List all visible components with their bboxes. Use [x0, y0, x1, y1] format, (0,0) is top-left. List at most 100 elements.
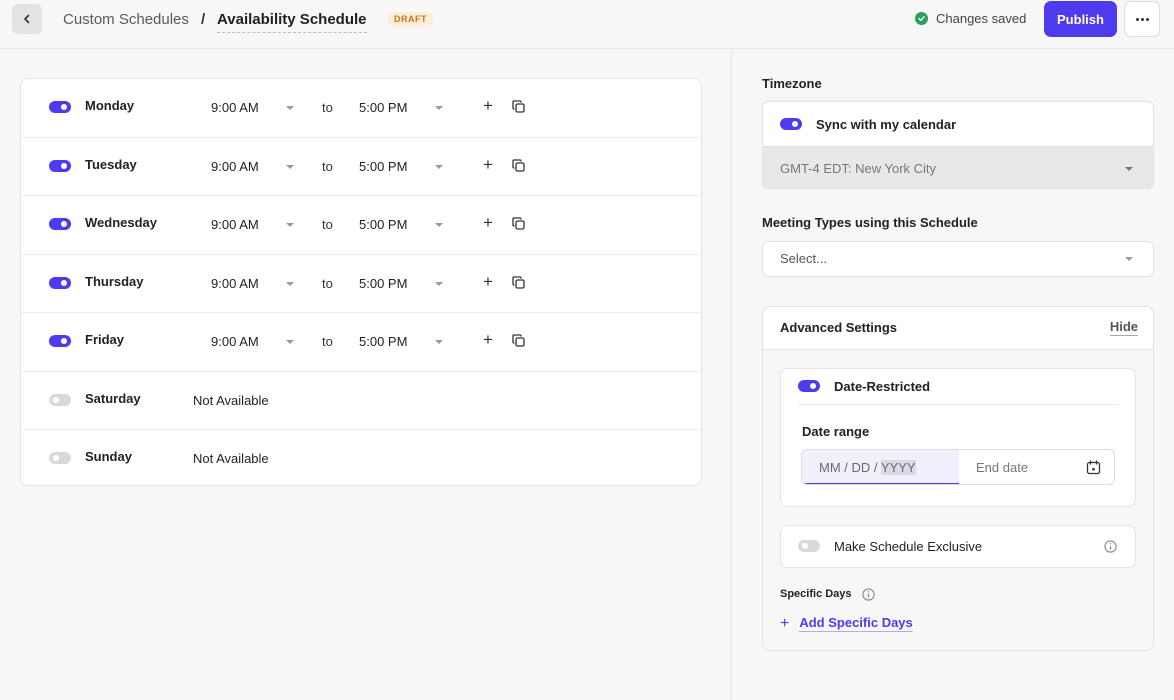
to-label: to	[322, 334, 333, 349]
exclusive-card: Make Schedule Exclusive	[780, 525, 1136, 568]
caret-down-icon[interactable]	[435, 223, 443, 227]
day-toggle-saturday[interactable]	[49, 393, 71, 406]
page-title[interactable]: Availability Schedule	[217, 11, 367, 33]
caret-down-icon[interactable]	[435, 164, 443, 169]
date-restricted-toggle[interactable]	[798, 380, 820, 392]
check-circle-icon	[915, 12, 928, 25]
add-interval-icon[interactable]: +	[483, 271, 493, 291]
start-time-select[interactable]: 9:00 AM	[211, 100, 259, 115]
save-status-text: Changes saved	[936, 11, 1027, 26]
info-icon[interactable]	[1104, 540, 1117, 553]
caret-down-icon[interactable]	[286, 164, 294, 169]
caret-down-icon[interactable]	[435, 281, 443, 286]
end-date-field[interactable]: End date	[976, 460, 1029, 475]
day-toggle-friday[interactable]	[49, 335, 71, 347]
day-row-saturday: Saturday Not Available	[21, 372, 701, 430]
info-icon[interactable]	[862, 588, 875, 601]
meeting-types-placeholder: Select...	[780, 251, 827, 266]
day-toggle-monday[interactable]	[49, 101, 71, 113]
not-available-label: Not Available	[193, 392, 269, 408]
add-interval-icon[interactable]: +	[483, 154, 493, 174]
advanced-settings-body: Date-Restricted Date range MM / DD / YYY…	[763, 350, 1153, 650]
day-toggle-thursday[interactable]	[49, 276, 71, 289]
end-time-select[interactable]: 5:00 PM	[359, 158, 408, 174]
exclusive-label: Make Schedule Exclusive	[834, 539, 983, 554]
copy-icon[interactable]	[512, 275, 525, 289]
add-interval-icon[interactable]: +	[483, 96, 493, 115]
sync-calendar-toggle[interactable]	[780, 118, 802, 130]
advanced-settings-title: Advanced Settings	[780, 320, 898, 335]
meeting-types-label: Meeting Types using this Schedule	[762, 215, 978, 230]
start-time-select[interactable]: 9:00 AM	[211, 275, 259, 291]
add-interval-icon[interactable]: +	[483, 330, 493, 349]
hide-advanced-button[interactable]: Hide	[1109, 319, 1138, 336]
day-row-sunday: Sunday Not Available	[21, 430, 701, 489]
day-row-wednesday: Wednesday 9:00 AM to 5:00 PM +	[21, 196, 701, 255]
to-label: to	[322, 158, 333, 174]
to-label: to	[322, 275, 333, 291]
divider	[798, 404, 1118, 405]
to-label: to	[322, 217, 333, 232]
day-row-friday: Friday 9:00 AM to 5:00 PM +	[21, 313, 701, 372]
copy-icon[interactable]	[512, 100, 525, 113]
sync-calendar-label: Sync with my calendar	[816, 117, 957, 132]
start-date-placeholder: MM / DD / YYYY	[819, 460, 916, 475]
day-row-monday: Monday 9:00 AM to 5:00 PM +	[21, 79, 701, 138]
weekly-hours-card: Monday 9:00 AM to 5:00 PM + Tuesday 9:00…	[20, 78, 702, 486]
day-toggle-sunday[interactable]	[49, 452, 71, 464]
timezone-value: GMT-4 EDT: New York City	[780, 161, 937, 176]
end-time-select[interactable]: 5:00 PM	[359, 217, 408, 232]
caret-down-icon[interactable]	[286, 281, 294, 286]
advanced-settings-card: Advanced Settings Hide Date-Restricted D…	[762, 306, 1154, 651]
day-row-tuesday: Tuesday 9:00 AM to 5:00 PM +	[21, 138, 701, 196]
more-dots-icon	[1135, 17, 1139, 21]
end-time-select[interactable]: 5:00 PM	[359, 275, 408, 291]
day-name: Sunday	[85, 449, 132, 464]
start-time-select[interactable]: 9:00 AM	[211, 217, 259, 232]
status-badge: DRAFT	[387, 12, 434, 27]
more-options-button[interactable]	[1124, 1, 1160, 37]
add-interval-icon[interactable]: +	[483, 213, 493, 232]
publish-button[interactable]: Publish	[1044, 1, 1117, 37]
specific-days-label: Specific Days	[780, 588, 852, 600]
day-row-thursday: Thursday 9:00 AM to 5:00 PM +	[21, 255, 701, 313]
start-date-field[interactable]: MM / DD / YYYY	[802, 450, 959, 484]
timezone-label: Timezone	[762, 76, 822, 91]
save-status: Changes saved	[915, 11, 1026, 26]
settings-panel: Timezone Sync with my calendar GMT-4 EDT…	[731, 49, 1174, 700]
timezone-card: Sync with my calendar GMT-4 EDT: New Yor…	[762, 101, 1154, 189]
copy-icon[interactable]	[512, 217, 525, 230]
back-button[interactable]	[12, 4, 42, 34]
day-toggle-wednesday[interactable]	[49, 218, 71, 230]
advanced-settings-header: Advanced Settings Hide	[763, 307, 1153, 350]
plus-icon: +	[780, 614, 790, 632]
date-restricted-label: Date-Restricted	[834, 379, 931, 394]
meeting-types-select[interactable]: Select...	[762, 241, 1154, 277]
to-label: to	[322, 100, 333, 115]
caret-down-icon[interactable]	[435, 340, 443, 344]
start-time-select[interactable]: 9:00 AM	[211, 158, 259, 174]
day-toggle-tuesday[interactable]	[49, 159, 71, 172]
end-time-select[interactable]: 5:00 PM	[359, 334, 408, 349]
date-range-label: Date range	[802, 424, 870, 439]
day-name: Thursday	[85, 273, 144, 289]
exclusive-toggle[interactable]	[798, 540, 820, 552]
caret-down-icon[interactable]	[435, 106, 443, 110]
day-name: Friday	[85, 332, 125, 347]
caret-down-icon[interactable]	[286, 223, 294, 227]
date-restricted-card: Date-Restricted Date range MM / DD / YYY…	[780, 368, 1136, 507]
caret-down-icon	[1125, 167, 1133, 171]
day-name: Saturday	[85, 390, 141, 406]
day-name: Tuesday	[85, 156, 137, 172]
caret-down-icon[interactable]	[286, 340, 294, 344]
chevron-left-icon	[24, 14, 30, 24]
caret-down-icon[interactable]	[286, 106, 294, 110]
add-specific-days-button[interactable]: + Add Specific Days	[780, 615, 913, 632]
timezone-select[interactable]: GMT-4 EDT: New York City	[763, 146, 1153, 188]
copy-icon[interactable]	[512, 334, 525, 347]
copy-icon[interactable]	[512, 158, 525, 172]
calendar-icon[interactable]	[1086, 460, 1101, 475]
breadcrumb-parent[interactable]: Custom Schedules	[63, 11, 189, 28]
end-time-select[interactable]: 5:00 PM	[359, 100, 408, 115]
start-time-select[interactable]: 9:00 AM	[211, 334, 259, 349]
